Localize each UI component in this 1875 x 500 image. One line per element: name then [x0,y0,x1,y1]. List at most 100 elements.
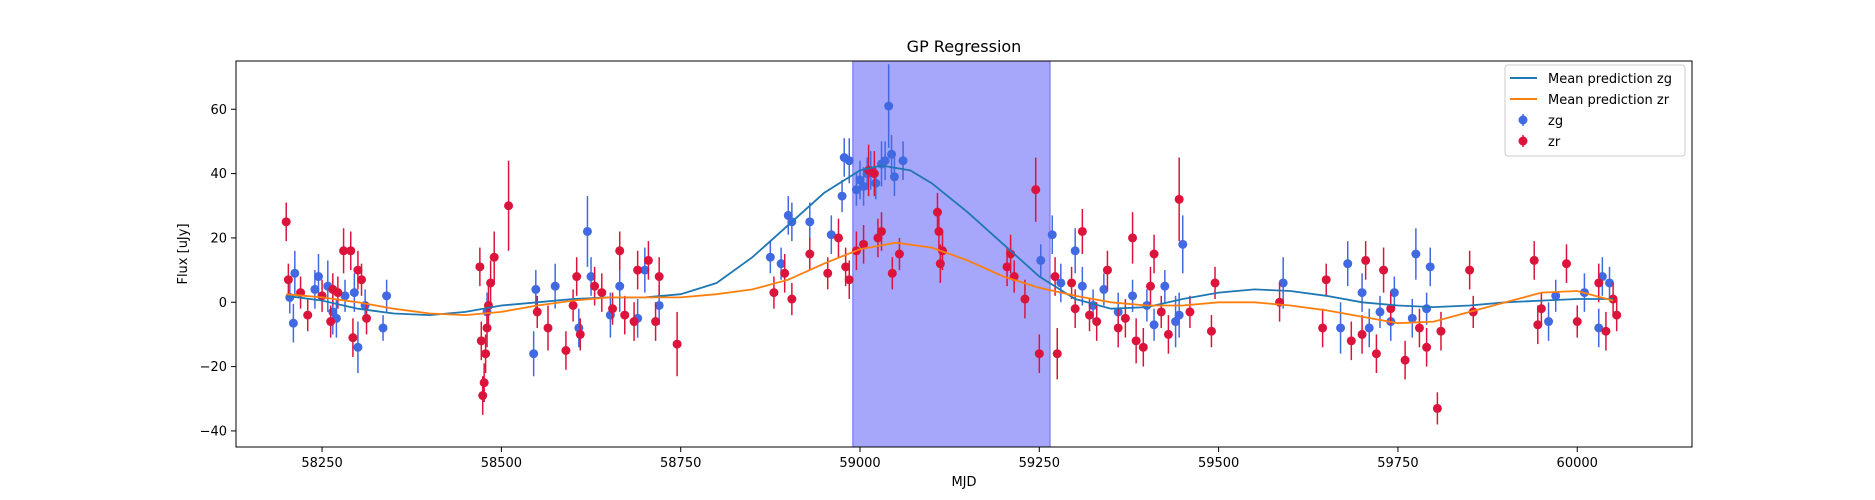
point-zr [478,391,488,401]
point-zr [894,249,904,259]
point-zr [1031,185,1041,195]
point-zg [382,291,392,301]
point-zr [651,317,661,327]
point-zr [615,246,625,256]
point-zr [1357,329,1367,339]
point-zr [561,346,571,355]
point-zr [643,255,653,265]
y-tick-label: 40 [210,167,227,182]
point-zr [1102,265,1112,275]
point-zr [333,288,343,298]
point-zr [869,169,879,179]
point-zr [629,317,639,327]
point-zg [550,281,560,291]
point-zg [615,281,625,291]
point-zr [1422,342,1432,352]
x-tick-label: 59250 [1019,456,1060,471]
point-zr [1210,278,1220,288]
point-zr [1050,272,1060,282]
point-zg [1077,281,1087,291]
point-zg [1160,281,1170,291]
point-zr [486,278,496,288]
point-zg [1605,278,1615,288]
point-zr [1346,336,1356,346]
point-zr [1536,304,1546,314]
point-zr [608,304,618,314]
point-zg [313,272,323,282]
point-zg [1070,246,1080,256]
point-zg [1389,288,1399,298]
point-zr [1379,265,1389,275]
point-zr [654,272,664,282]
point-zr [572,272,582,282]
point-zg [776,259,786,269]
point-zr [1594,278,1604,288]
point-zr [934,226,944,236]
legend-swatch-zr-marker [1518,136,1528,146]
point-zg [1278,278,1288,288]
point-zg [378,323,388,333]
point-zg [531,284,541,294]
point-zr [620,310,630,320]
point-zr [1077,226,1087,236]
point-zr [1128,233,1138,243]
point-zg [1128,291,1138,301]
point-zg [1056,278,1066,288]
point-zr [1608,294,1618,304]
point-zr [859,239,869,249]
point-zr [348,333,358,343]
point-zr [887,268,897,278]
point-zg [654,300,664,310]
point-zg [640,265,650,275]
point-zr [1020,294,1030,304]
y-tick-label: −20 [200,360,227,375]
point-zr [303,310,313,320]
point-zr [504,201,514,211]
point-zr [769,288,779,298]
point-zr [1206,326,1216,336]
plot-frame [235,60,1693,448]
point-zg [1047,230,1057,240]
point-zr [1131,336,1141,346]
point-zg [1422,304,1432,314]
point-zr [633,265,643,275]
point-zr [1321,275,1331,285]
point-zr [1052,349,1062,359]
point-zg [871,178,881,188]
point-zr [1185,307,1195,317]
point-zr [568,300,578,310]
point-zr [672,339,682,349]
point-zg [851,185,861,195]
point-zr [1002,262,1012,272]
x-tick-label: 58250 [301,456,342,471]
point-zr [489,252,499,262]
point-zg [1149,320,1159,330]
point-zr [1432,403,1442,413]
point-zg [310,284,320,294]
point-zr [844,275,854,285]
point-zg [837,191,847,201]
point-zg [844,156,854,166]
point-zr [877,226,887,236]
point-zr [1436,326,1446,336]
point-zg [805,217,815,227]
point-zg [529,349,539,359]
point-zr [841,262,851,272]
point-zg [1407,313,1417,323]
point-zr [1612,310,1622,320]
point-zg [1174,310,1184,320]
point-zr [1120,313,1130,323]
point-zg [859,181,869,191]
x-tick-label: 58750 [660,456,701,471]
point-zg [1364,323,1374,333]
point-zg [1544,317,1554,327]
point-zr [1145,281,1155,291]
x-tick-label: 58500 [481,456,522,471]
point-zg [1099,284,1109,294]
y-tick-label: −40 [200,424,227,439]
point-zr [1067,278,1077,288]
point-zg [887,149,897,159]
y-tick-label: 20 [210,231,227,246]
point-zg [1036,255,1046,265]
